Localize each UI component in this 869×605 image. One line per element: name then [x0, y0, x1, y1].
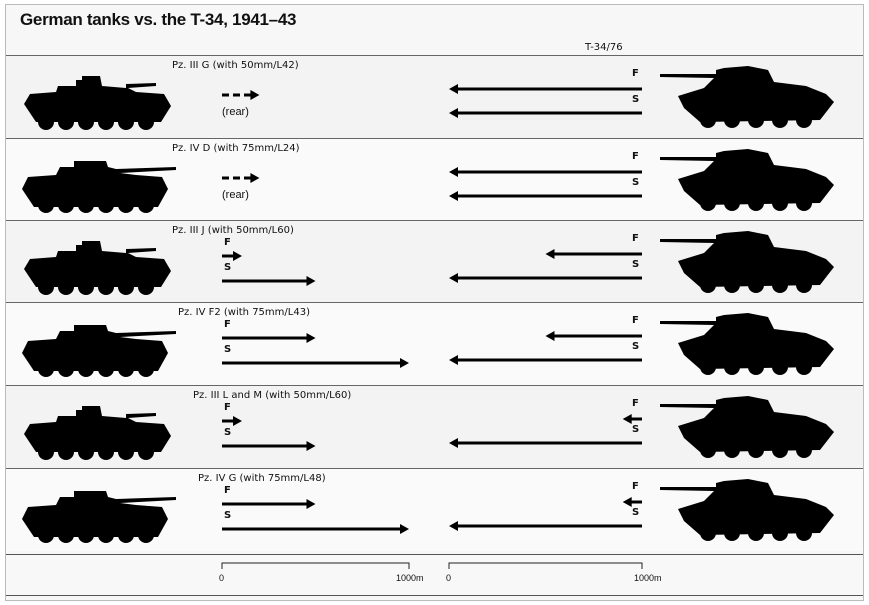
t34-side-label: S [632, 259, 640, 270]
t34-side-arrow-head [449, 438, 458, 448]
german-front-arrow-head [233, 251, 242, 261]
german-tank-silhouette [24, 76, 171, 130]
german-tank-silhouette [24, 406, 171, 460]
german-side-arrow-head [400, 358, 409, 368]
tank-row: Pz. III J (with 50mm/L60) F S F S [6, 220, 863, 303]
german-front-label: F [224, 237, 231, 248]
range-arrows [222, 84, 642, 118]
range-arrows [222, 167, 642, 201]
german-side-arrow-head [306, 441, 316, 451]
t34-front-label: F [632, 233, 639, 244]
t34-tank-silhouette [660, 149, 834, 211]
t34-tank-silhouette [660, 313, 834, 375]
german-tank-name: Pz. IV D (with 75mm/L24) [172, 143, 300, 154]
t34-front-arrow-head [449, 84, 458, 94]
t34-label: T-34/76 [585, 42, 623, 53]
range-arrows [222, 497, 642, 534]
german-front-label: F [224, 319, 231, 330]
german-tank-name: Pz. IV F2 (with 75mm/L43) [178, 307, 310, 318]
german-front-arrow-head [306, 499, 316, 509]
t34-side-label: S [632, 507, 640, 518]
t34-front-label: F [632, 151, 639, 162]
t34-scale-zero: 0 [446, 573, 452, 583]
t34-front-arrow-head [622, 497, 632, 507]
t34-tank-silhouette [660, 231, 834, 293]
tank-row: Pz. III L and M (with 50mm/L60) F S F S [6, 385, 863, 468]
german-tank-silhouette [22, 491, 176, 543]
t34-front-arrow-head [449, 167, 458, 177]
tank-row: Pz. III G (with 50mm/L42) F S (rear) [6, 55, 863, 138]
german-front-arrow-head [306, 333, 316, 343]
german-tank-silhouette [24, 241, 171, 295]
t34-tank-silhouette [660, 479, 834, 541]
t34-side-arrow-head [449, 355, 458, 365]
t34-tank-silhouette [660, 396, 834, 458]
t34-side-arrow-head [449, 108, 458, 118]
t34-side-arrow-head [449, 521, 458, 531]
range-arrows [222, 249, 642, 286]
t34-front-label: F [632, 68, 639, 79]
t34-front-label: F [632, 398, 639, 409]
german-tank-silhouette [22, 161, 176, 213]
german-front-label: F [224, 402, 231, 413]
german-tank-name: Pz. III G (with 50mm/L42) [172, 60, 299, 71]
german-side-label: S [224, 262, 232, 273]
t34-side-label: S [632, 177, 640, 188]
german-rear-label: (rear) [222, 106, 249, 118]
german-side-label: S [224, 427, 232, 438]
t34-scale-line [448, 562, 643, 569]
german-rear-label: (rear) [222, 189, 249, 201]
t34-tank-silhouette [660, 66, 834, 128]
german-rear-arrow-head [250, 90, 260, 100]
t34-front-arrow-head [622, 414, 632, 424]
german-scale-zero: 0 [219, 573, 225, 583]
t34-front-arrow-head [545, 331, 555, 341]
german-front-arrow-head [233, 416, 242, 426]
german-side-arrow-head [306, 276, 316, 286]
t34-front-label: F [632, 481, 639, 492]
t34-side-label: S [632, 424, 640, 435]
german-rear-arrow-head [250, 173, 260, 183]
german-side-label: S [224, 510, 232, 521]
german-front-label: F [224, 485, 231, 496]
t34-front-arrow-head [545, 249, 555, 259]
german-side-arrow-head [400, 524, 409, 534]
tank-row: Pz. IV F2 (with 75mm/L43) F S F S [6, 302, 863, 385]
german-tank-name: Pz. III J (with 50mm/L60) [172, 225, 294, 236]
diagram-title: German tanks vs. the T-34, 1941–43 [20, 10, 297, 29]
german-scale-line [221, 562, 410, 569]
range-arrows [222, 414, 642, 451]
t34-side-arrow-head [449, 273, 458, 283]
range-arrows [222, 331, 642, 368]
scale-lines [221, 562, 643, 569]
t34-scale-max: 1000m [634, 573, 662, 583]
t34-front-label: F [632, 315, 639, 326]
tank-row: Pz. IV D (with 75mm/L24) F S (rear) [6, 138, 863, 221]
t34-side-label: S [632, 341, 640, 352]
tank-row: Pz. IV G (with 75mm/L48) F S F S [6, 468, 863, 551]
german-scale-max: 1000m [396, 573, 424, 583]
t34-side-arrow-head [449, 191, 458, 201]
scale-bar: 0 1000m 0 1000m [6, 554, 863, 596]
german-tank-name: Pz. IV G (with 75mm/L48) [198, 473, 326, 484]
t34-side-label: S [632, 94, 640, 105]
german-tank-silhouette [22, 325, 176, 377]
german-side-label: S [224, 344, 232, 355]
german-tank-name: Pz. III L and M (with 50mm/L60) [193, 390, 352, 401]
